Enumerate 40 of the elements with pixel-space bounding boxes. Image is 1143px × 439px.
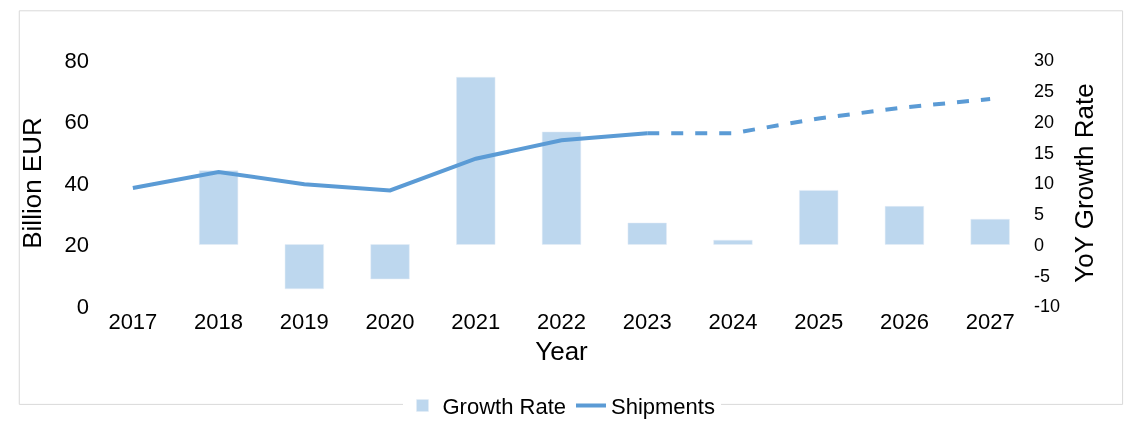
y2-tick-label: 20 bbox=[1034, 111, 1055, 132]
x-tick-label: 2017 bbox=[108, 309, 158, 334]
bar bbox=[199, 170, 239, 245]
x-tick-label: 2019 bbox=[279, 309, 329, 334]
legend-label: Growth Rate bbox=[442, 394, 566, 420]
y2-tick-label: 30 bbox=[1034, 50, 1055, 71]
y2-tick-label: 15 bbox=[1034, 142, 1055, 163]
y2-tick-label: -5 bbox=[1034, 265, 1051, 286]
x-tick-label: 2018 bbox=[194, 309, 244, 334]
y-tick-label: 40 bbox=[64, 170, 89, 196]
y2-tick-label: 10 bbox=[1034, 173, 1055, 194]
x-tick-label: 2022 bbox=[537, 309, 586, 334]
y-tick-label: 0 bbox=[76, 293, 89, 319]
y2-tick-label: -10 bbox=[1034, 296, 1061, 317]
x-tick-label: 2021 bbox=[451, 309, 501, 334]
bar bbox=[970, 219, 1010, 245]
bar bbox=[284, 244, 324, 290]
bar bbox=[799, 190, 839, 245]
bar bbox=[884, 206, 924, 245]
bar bbox=[541, 131, 582, 245]
x-tick-label: 2026 bbox=[879, 309, 929, 334]
y-tick-label: 60 bbox=[64, 109, 89, 135]
bar bbox=[713, 239, 753, 245]
bar bbox=[627, 222, 667, 245]
x-axis-title: Year bbox=[535, 335, 589, 366]
x-tick-label: 2020 bbox=[365, 309, 415, 334]
x-tick-label: 2024 bbox=[708, 309, 758, 334]
y2-tick-label: 0 bbox=[1034, 234, 1045, 255]
y2-tick-label: 25 bbox=[1034, 81, 1055, 102]
y2-axis-title: YoY Growth Rate bbox=[1068, 83, 1099, 283]
x-tick-label: 2023 bbox=[622, 309, 672, 334]
x-tick-label: 2027 bbox=[965, 309, 1015, 334]
legend-label: Shipments bbox=[611, 394, 715, 420]
bar bbox=[456, 76, 496, 245]
x-tick-label: 2025 bbox=[794, 309, 844, 334]
y-tick-label: 20 bbox=[64, 232, 89, 258]
y-axis-title: Billion EUR bbox=[16, 117, 47, 249]
bar bbox=[370, 244, 410, 280]
y2-tick-label: 5 bbox=[1034, 204, 1045, 225]
y-tick-label: 80 bbox=[64, 47, 89, 73]
